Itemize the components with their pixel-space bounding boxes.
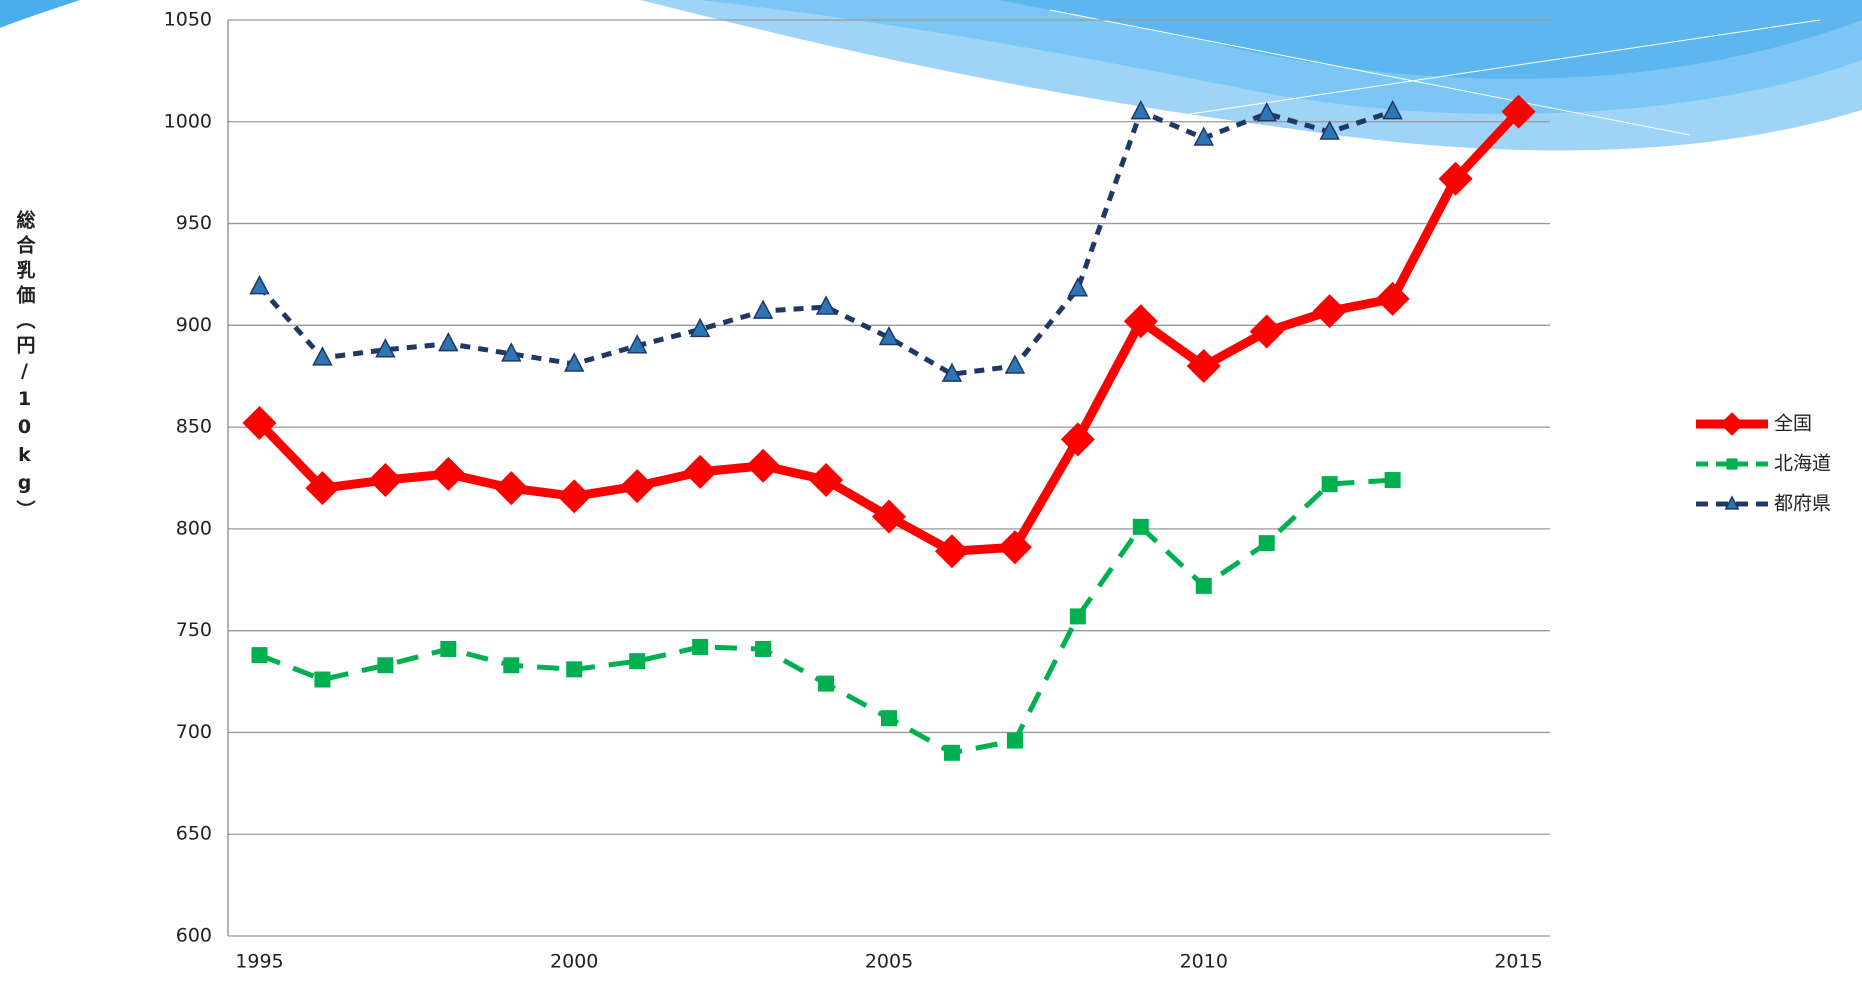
y-axis-label: 総合乳価（円/10kg） — [14, 209, 37, 525]
x-tick-label: 1995 — [235, 951, 283, 973]
marker-square — [251, 647, 267, 663]
marker-diamond — [431, 457, 465, 491]
marker-square — [1007, 733, 1023, 749]
marker-square — [377, 657, 393, 673]
marker-triangle — [250, 277, 268, 294]
legend-label: 北海道 — [1774, 453, 1831, 475]
marker-diamond — [620, 469, 654, 503]
page: 総合乳価（円/10kg） 600 650 700 750 800 850 900 950 100… — [0, 0, 1862, 987]
y-tick-label: 850 — [176, 416, 212, 438]
marker-square — [1259, 535, 1275, 551]
marker-square — [692, 639, 708, 655]
y-tick-label: 800 — [176, 517, 212, 539]
series-line — [259, 480, 1392, 753]
marker-diamond — [746, 449, 780, 483]
marker-square — [944, 745, 960, 761]
background-wave — [0, 0, 1862, 150]
marker-diamond — [1720, 412, 1744, 436]
legend-entry: 北海道 — [1696, 453, 1831, 475]
marker-square — [1070, 608, 1086, 624]
marker-square — [629, 653, 645, 669]
x-tick-label: 2000 — [550, 951, 598, 973]
legend-entry: 全国 — [1696, 412, 1812, 436]
marker-square — [1385, 472, 1401, 488]
marker-diamond — [494, 471, 528, 505]
marker-square — [1196, 578, 1212, 594]
y-tick-label: 900 — [176, 314, 212, 336]
y-tick-label: 1050 — [164, 9, 212, 31]
x-tick-label: 2010 — [1180, 951, 1228, 973]
marker-diamond — [368, 463, 402, 497]
marker-diamond — [557, 479, 591, 513]
marker-square — [566, 661, 582, 677]
marker-diamond — [683, 455, 717, 489]
y-tick-label: 1000 — [164, 110, 212, 132]
y-tick-label: 600 — [176, 925, 212, 947]
marker-square — [440, 641, 456, 657]
series — [251, 472, 1400, 761]
series-line — [259, 112, 1392, 375]
marker-diamond — [1250, 314, 1284, 348]
marker-triangle — [754, 301, 772, 318]
marker-triangle — [313, 348, 331, 365]
marker-square — [1322, 476, 1338, 492]
marker-diamond — [1376, 282, 1410, 316]
marker-triangle — [1069, 279, 1087, 296]
marker-square — [881, 710, 897, 726]
legend-entry: 都府県 — [1696, 493, 1831, 515]
marker-triangle — [439, 334, 457, 351]
marker-diamond — [935, 534, 969, 568]
legend-label: 都府県 — [1774, 493, 1831, 515]
y-tick-label: 700 — [176, 721, 212, 743]
y-tick-label: 650 — [176, 823, 212, 845]
y-tick-label: 950 — [176, 212, 212, 234]
chart: 総合乳価（円/10kg） 600 650 700 750 800 850 900 950 100… — [0, 0, 1862, 983]
marker-square — [818, 676, 834, 692]
marker-square — [314, 672, 330, 688]
marker-diamond — [1313, 294, 1347, 328]
series — [250, 102, 1401, 382]
x-tick-label: 2015 — [1494, 951, 1542, 973]
x-tick-label: 2005 — [865, 951, 913, 973]
y-tick-label: 750 — [176, 619, 212, 641]
marker-square — [1133, 519, 1149, 535]
marker-square — [755, 641, 771, 657]
marker-square — [503, 657, 519, 673]
marker-square — [1726, 458, 1737, 469]
legend-label: 全国 — [1774, 413, 1812, 435]
marker-triangle — [1006, 356, 1024, 373]
